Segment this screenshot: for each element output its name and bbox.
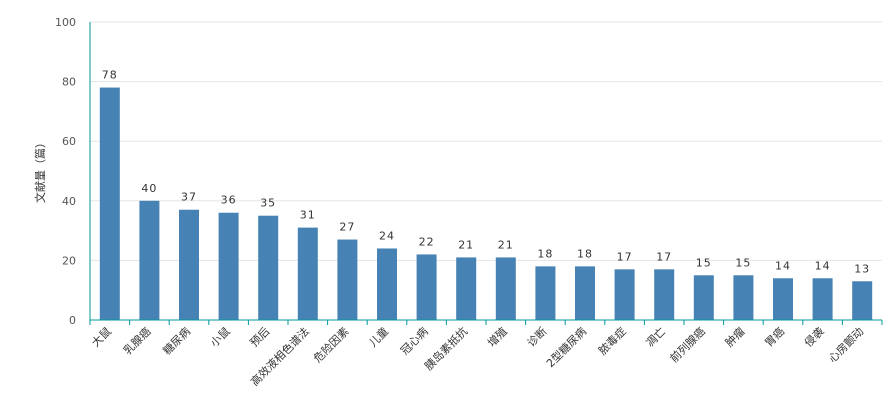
data-label: 15 [735, 256, 751, 269]
x-tick-label: 心房颤动 [825, 324, 866, 365]
bar[interactable] [495, 257, 516, 320]
y-tick-label: 20 [62, 254, 76, 267]
data-label: 40 [141, 182, 157, 195]
x-tick-label: 预后 [248, 325, 273, 350]
bar[interactable] [654, 269, 675, 320]
bar[interactable] [416, 254, 437, 320]
bars-layer [99, 87, 873, 320]
bar[interactable] [614, 269, 635, 320]
x-tick-label: 凋亡 [643, 324, 668, 349]
y-tick-label: 60 [62, 135, 76, 148]
bar[interactable] [99, 87, 120, 320]
x-tick-label: 冠心病 [397, 324, 430, 357]
x-tick-label: 大鼠 [88, 324, 113, 349]
bar[interactable] [812, 278, 833, 320]
data-label: 36 [221, 194, 237, 207]
data-label: 31 [300, 209, 316, 222]
data-label: 78 [102, 69, 118, 82]
data-label: 35 [260, 197, 276, 210]
x-tick-label: 诊断 [524, 324, 549, 349]
data-label: 27 [339, 221, 355, 234]
x-tick-label: 肿瘤 [722, 324, 747, 349]
data-label: 24 [379, 229, 395, 242]
bar[interactable] [852, 281, 873, 320]
x-tick-label: 乳腺癌 [120, 324, 153, 357]
y-axis-title: 文献量（篇） [33, 137, 47, 203]
bar[interactable] [575, 266, 595, 320]
x-tick-label: 胰岛素抵抗 [422, 324, 471, 373]
y-tick-label: 100 [55, 16, 76, 29]
data-label: 18 [537, 247, 553, 260]
y-tick-label: 40 [62, 195, 76, 208]
x-tick-label: 增殖 [484, 324, 509, 349]
bar[interactable] [218, 212, 239, 320]
bar[interactable] [297, 227, 318, 320]
bar[interactable] [258, 215, 279, 320]
bar[interactable] [456, 257, 477, 320]
bar[interactable] [693, 275, 714, 320]
bar[interactable] [377, 248, 397, 320]
y-tick-label: 0 [69, 314, 76, 327]
data-label: 15 [696, 256, 712, 269]
data-label: 21 [498, 238, 514, 251]
x-tick-label: 侵袭 [801, 324, 826, 349]
y-tick-label: 80 [62, 76, 76, 89]
bar[interactable] [733, 275, 754, 320]
data-label: 17 [656, 250, 672, 263]
bar[interactable] [179, 209, 199, 320]
data-label: 37 [181, 191, 197, 204]
labels-layer: 02040608010078大鼠40乳腺癌37糖尿病36小鼠35预后31高效液相… [55, 16, 870, 389]
x-tick-label: 2型糖尿病 [543, 324, 589, 370]
bar[interactable] [139, 200, 160, 320]
x-tick-label: 前列腺癌 [667, 324, 708, 365]
data-label: 21 [458, 238, 474, 251]
data-label: 17 [617, 250, 633, 263]
data-label: 22 [419, 235, 435, 248]
data-label: 18 [577, 247, 593, 260]
x-tick-label: 小鼠 [207, 324, 232, 349]
bar[interactable] [773, 278, 793, 320]
bar[interactable] [535, 266, 556, 320]
data-label: 14 [775, 259, 791, 272]
x-tick-label: 儿童 [366, 324, 391, 349]
data-label: 13 [854, 262, 870, 275]
bar[interactable] [337, 239, 358, 320]
data-label: 14 [815, 259, 831, 272]
grid-layer [90, 21, 882, 261]
axes-layer [89, 22, 883, 325]
x-tick-label: 危险因素 [311, 324, 352, 365]
x-tick-label: 脓毒症 [595, 324, 628, 357]
x-tick-label: 胃癌 [762, 324, 787, 349]
x-tick-label: 糖尿病 [160, 324, 193, 357]
